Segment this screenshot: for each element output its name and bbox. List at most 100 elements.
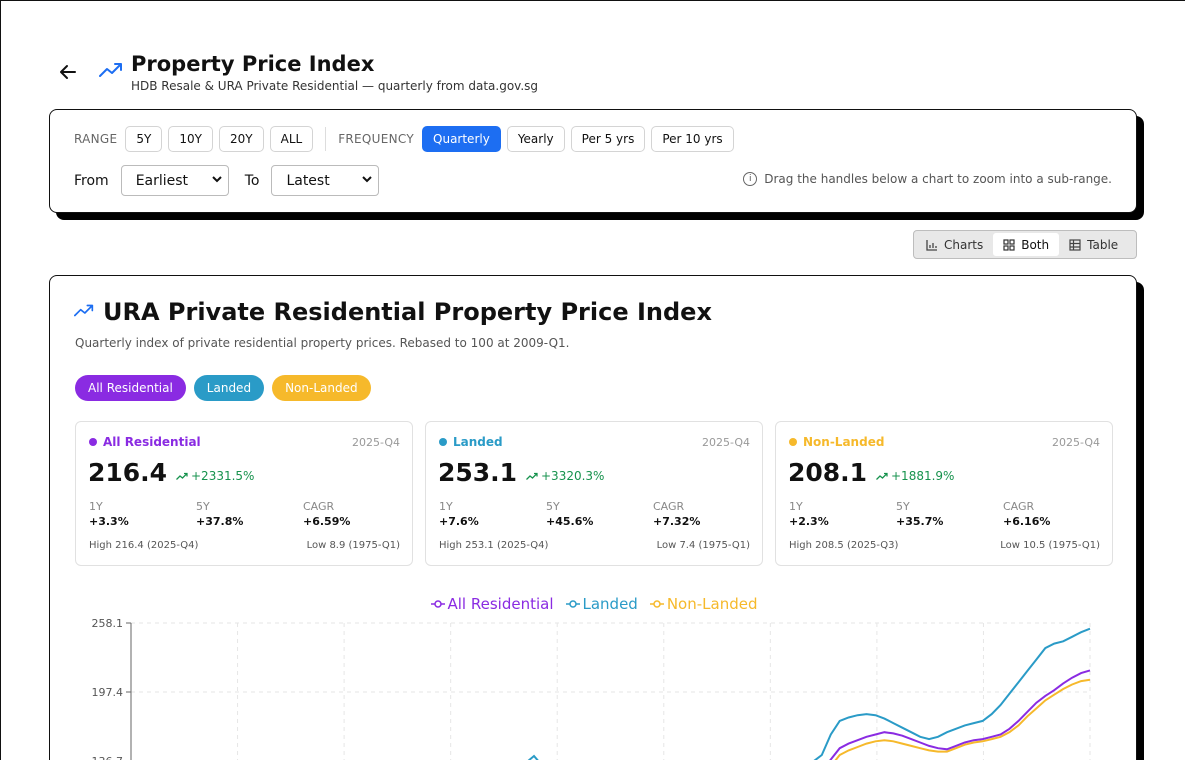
metric-value-5y: +45.6% [546, 515, 594, 528]
stat-period: 2025-Q4 [351, 436, 400, 449]
metric-value-1y: +7.6% [439, 515, 479, 528]
legend-item-all-residential[interactable]: All Residential [430, 595, 554, 613]
series-dot [439, 438, 447, 446]
stat-change-value: +1881.9% [891, 469, 955, 483]
stat-period: 2025-Q4 [1051, 436, 1100, 449]
view-charts-label: Charts [944, 237, 984, 252]
series-line-landed [813, 627, 1091, 760]
frequency-5yrs-button[interactable]: Per 5 yrs [570, 126, 646, 152]
metric-label-5y: 5Y [546, 500, 560, 513]
chart-legend: All Residential Landed Non-Landed [50, 595, 1138, 613]
stat-metrics: 1Y +7.6% 5Y +45.6% CAGR +7.32% [439, 500, 760, 528]
stat-high: High 253.1 (2025-Q4) [439, 540, 549, 551]
from-label: From [74, 172, 109, 189]
stat-change: +3320.3% [526, 469, 604, 483]
stat-value: 253.1 [438, 458, 518, 487]
series-line-all-residential [829, 669, 1091, 760]
series-pill-non-landed[interactable]: Non-Landed [272, 375, 371, 401]
stat-metrics: 1Y +3.3% 5Y +37.8% CAGR +6.59% [89, 500, 410, 528]
series-toggle-pills: All Residential Landed Non-Landed [75, 375, 379, 401]
metric-value-5y: +35.7% [896, 515, 944, 528]
metric-label-1y: 1Y [439, 500, 453, 513]
series-pill-landed[interactable]: Landed [193, 375, 265, 401]
view-both-label: Both [1021, 237, 1050, 252]
view-charts-button[interactable]: Charts [916, 233, 993, 256]
metric-value-5y: +37.8% [196, 515, 244, 528]
view-toggle: Charts Both Table [913, 230, 1137, 259]
table-icon [1069, 238, 1081, 251]
metric-value-1y: +2.3% [789, 515, 829, 528]
metric-label-1y: 1Y [89, 500, 103, 513]
range-5y-button[interactable]: 5Y [125, 126, 163, 152]
frequency-10yrs-button[interactable]: Per 10 yrs [651, 126, 734, 152]
stat-series-name: Non-Landed [789, 435, 884, 449]
page-title: Property Price Index [131, 52, 375, 76]
legend-item-non-landed[interactable]: Non-Landed [649, 595, 757, 613]
series-pill-all-residential[interactable]: All Residential [75, 375, 186, 401]
stat-series-label: Non-Landed [803, 435, 885, 449]
metric-label-cagr: CAGR [653, 500, 685, 513]
chevron-down-icon [211, 175, 222, 186]
zoom-hint-text: Drag the handles below a chart to zoom i… [764, 172, 1112, 186]
legend-marker-icon [430, 600, 445, 608]
stat-value: 208.1 [788, 458, 868, 487]
to-select-value: Latest [286, 172, 330, 189]
metric-value-1y: +3.3% [89, 515, 129, 528]
metric-value-cagr: +6.59% [303, 515, 351, 528]
metric-label-cagr: CAGR [303, 500, 335, 513]
series-dot [789, 438, 797, 446]
back-arrow-icon[interactable] [57, 61, 79, 83]
card-title: URA Private Residential Property Price I… [103, 298, 712, 326]
stat-series-name: Landed [439, 435, 503, 449]
range-all-button[interactable]: ALL [269, 126, 314, 152]
to-select[interactable]: Latest [271, 165, 380, 196]
metric-label-5y: 5Y [896, 500, 910, 513]
trending-up-icon [99, 61, 123, 79]
legend-marker-icon [565, 600, 580, 608]
from-select[interactable]: Earliest [120, 165, 229, 196]
chart-svg: 258.1 197.4 136.7 [92, 617, 1091, 760]
from-select-value: Earliest [135, 172, 189, 189]
frequency-quarterly-button[interactable]: Quarterly [422, 126, 501, 152]
zoom-hint: i Drag the handles below a chart to zoom… [743, 172, 1112, 186]
metric-label-1y: 1Y [789, 500, 803, 513]
frequency-label: FREQUENCY [338, 132, 415, 146]
trending-up-icon [176, 472, 188, 480]
page-subtitle: HDB Resale & URA Private Residential — q… [131, 79, 539, 93]
view-both-button[interactable]: Both [993, 233, 1060, 256]
stat-value: 216.4 [88, 458, 168, 487]
stat-change-value: +2331.5% [191, 469, 255, 483]
stat-card-landed: Landed 2025-Q4 253.1 +3320.3% 1Y +7.6% 5Y… [425, 421, 763, 566]
stat-change-value: +3320.3% [541, 469, 605, 483]
chevron-down-icon [362, 175, 373, 186]
stat-series-label: All Residential [103, 435, 201, 449]
card-description: Quarterly index of private residential p… [75, 336, 570, 350]
grid-icon [1003, 238, 1015, 251]
frequency-yearly-button[interactable]: Yearly [506, 126, 565, 152]
stat-card-non-landed: Non-Landed 2025-Q4 208.1 +1881.9% 1Y +2.3… [775, 421, 1113, 566]
range-20y-button[interactable]: 20Y [219, 126, 264, 152]
stat-cards: All Residential 2025-Q4 216.4 +2331.5% 1… [75, 421, 1125, 566]
metric-label-5y: 5Y [196, 500, 210, 513]
range-10y-button[interactable]: 10Y [168, 126, 213, 152]
view-table-button[interactable]: Table [1059, 233, 1128, 256]
stat-low: Low 7.4 (1975-Q1) [656, 540, 750, 551]
series-line-non-landed [834, 678, 1091, 760]
divider [325, 127, 327, 151]
series-dot [89, 438, 97, 446]
trending-up-icon [74, 303, 94, 322]
view-table-label: Table [1087, 237, 1119, 252]
filter-controls: RANGE 5Y 10Y 20Y ALL FREQUENCY Quarterly… [49, 109, 1137, 213]
y-tick-label: 197.4 [92, 686, 124, 699]
ura-index-card: URA Private Residential Property Price I… [49, 275, 1137, 760]
stat-low: Low 8.9 (1975-Q1) [306, 540, 400, 551]
stat-series-label: Landed [453, 435, 503, 449]
to-label: To [244, 172, 260, 189]
y-tick-label: 136.7 [92, 755, 124, 760]
metric-label-cagr: CAGR [1003, 500, 1035, 513]
legend-item-landed[interactable]: Landed [565, 595, 638, 613]
metric-value-cagr: +6.16% [1003, 515, 1051, 528]
stat-metrics: 1Y +2.3% 5Y +35.7% CAGR +6.16% [789, 500, 1110, 528]
y-tick-label: 258.1 [92, 617, 124, 630]
stat-card-all-residential: All Residential 2025-Q4 216.4 +2331.5% 1… [75, 421, 413, 566]
